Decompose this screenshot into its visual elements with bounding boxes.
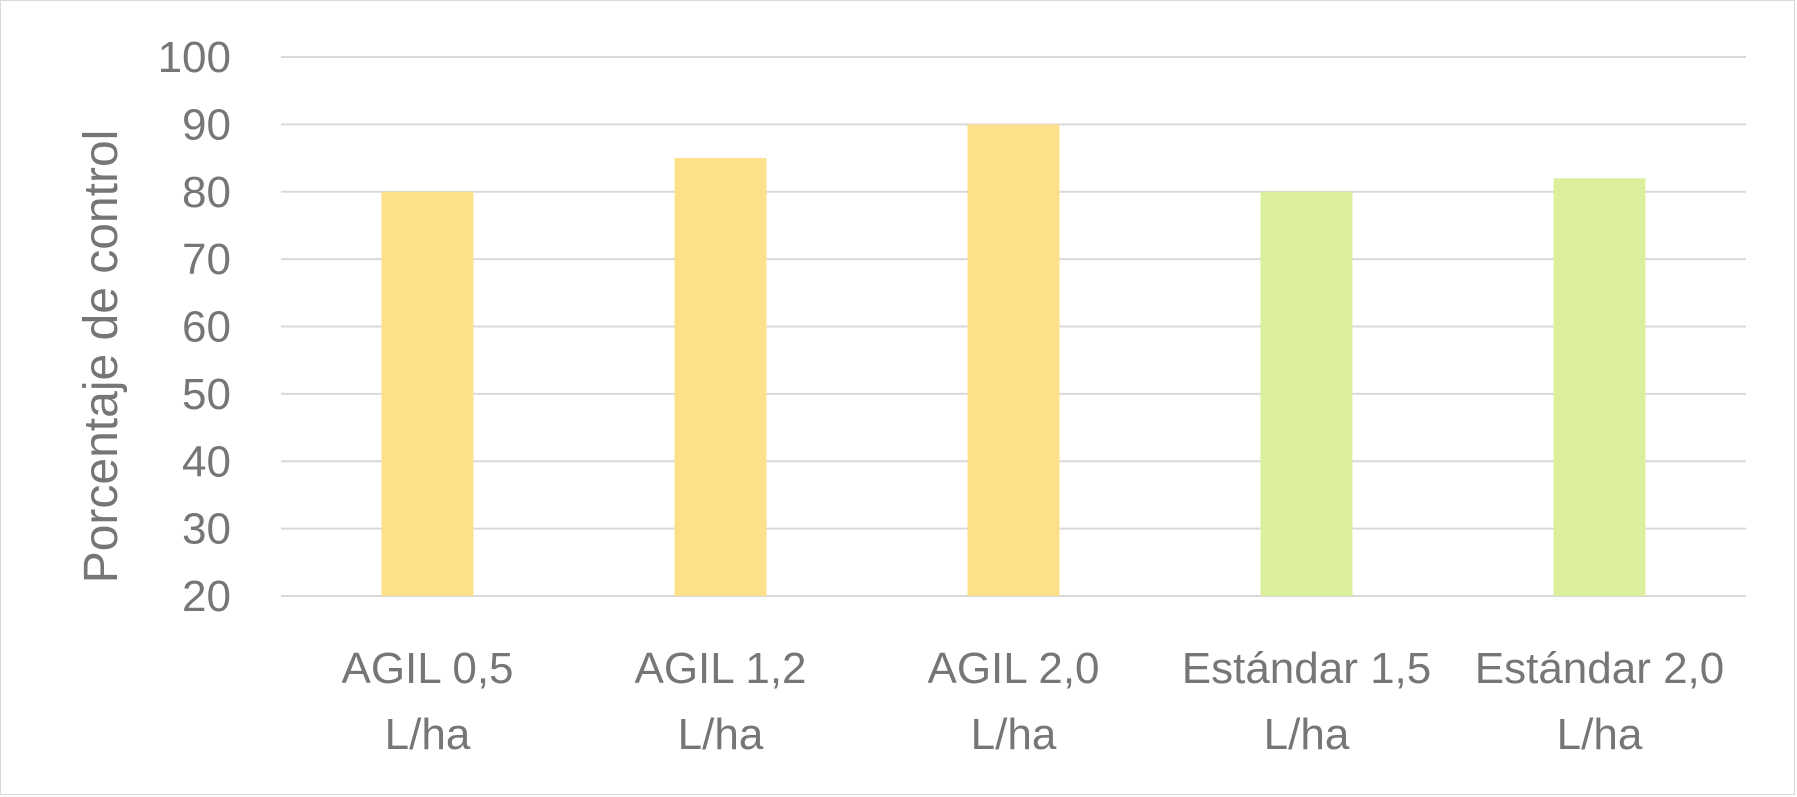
y-tick-label: 70: [182, 235, 231, 284]
bar: [1553, 178, 1646, 596]
x-category-label-line1: AGIL 1,2: [634, 644, 806, 693]
bar: [1260, 191, 1353, 596]
x-category-label-line2: L/ha: [971, 710, 1057, 759]
y-tick-labels: 20 30 40 50 60 70 80 90 100: [158, 33, 231, 621]
x-category-label-line2: L/ha: [1264, 710, 1350, 759]
y-tick-label: 30: [182, 505, 231, 554]
y-tick-label: 20: [182, 572, 231, 621]
y-tick-label: 90: [182, 100, 231, 149]
x-category-label-line2: L/ha: [1557, 710, 1643, 759]
y-tick-label: 60: [182, 303, 231, 352]
y-axis-title: Porcentaje de control: [75, 130, 128, 584]
x-category-labels: AGIL 0,5 L/ha AGIL 1,2 L/ha AGIL 2,0 L/ha Está…: [341, 644, 1724, 759]
bar: [674, 158, 767, 596]
y-tick-label: 100: [158, 33, 231, 82]
y-tick-label: 50: [182, 370, 231, 419]
x-category-label-line1: AGIL 0,5: [341, 644, 513, 693]
x-category-label-line1: Estándar 2,0: [1475, 644, 1725, 693]
bar: [381, 191, 474, 596]
y-tick-label: 40: [182, 437, 231, 486]
x-category-label-line2: L/ha: [678, 710, 764, 759]
x-category-label-line2: L/ha: [385, 710, 471, 759]
x-category-label-line1: AGIL 2,0: [927, 644, 1099, 693]
y-tick-label: 80: [182, 168, 231, 217]
bar: [967, 124, 1060, 596]
x-category-label-line1: Estándar 1,5: [1182, 644, 1432, 693]
bars: [381, 124, 1646, 596]
